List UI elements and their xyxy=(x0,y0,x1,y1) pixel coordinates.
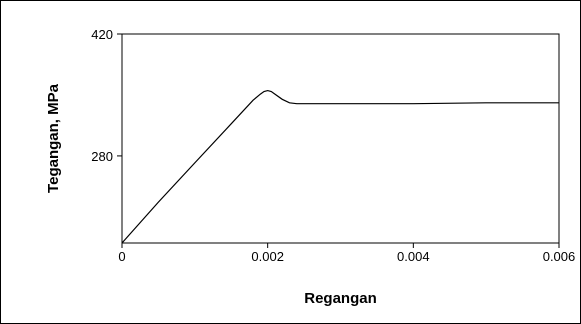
x-tick-label: 0.004 xyxy=(397,249,430,264)
x-axis-title: Regangan xyxy=(304,290,377,307)
y-axis-title: Tegangan, MPa xyxy=(45,83,62,193)
stress-strain-curve xyxy=(121,89,559,244)
y-axis-ticks: 280 420 xyxy=(91,27,122,164)
y-tick-label: 280 xyxy=(91,149,113,164)
x-tick-label: 0 xyxy=(118,249,125,264)
x-tick-label: 0.006 xyxy=(543,249,576,264)
x-tick-label: 0.002 xyxy=(251,249,284,264)
plot-area-frame xyxy=(121,33,560,244)
x-axis-ticks: 0 0.002 0.004 0.006 xyxy=(118,243,575,264)
y-tick-label: 420 xyxy=(91,27,113,42)
